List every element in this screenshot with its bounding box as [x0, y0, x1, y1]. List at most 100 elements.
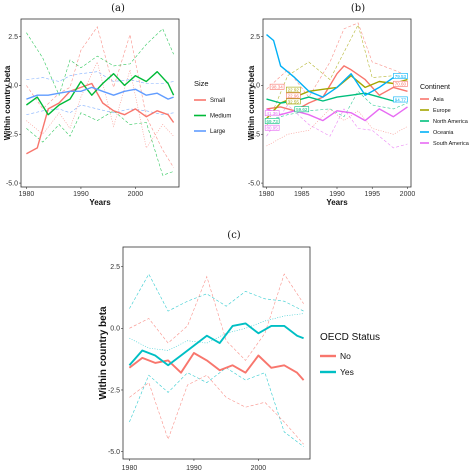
- y-tick-label: 2.5: [110, 264, 120, 271]
- value-label-box: [286, 86, 301, 93]
- series-line-yes: [128, 322, 304, 367]
- band-line-2: [129, 273, 304, 361]
- value-label-box: [264, 110, 280, 117]
- legend-label: Asia: [433, 97, 445, 103]
- value-label-box: [294, 106, 310, 113]
- y-tick-label: -2.5: [248, 132, 260, 139]
- value-label: 22.96: [288, 93, 300, 98]
- value-label: 80.95: [267, 126, 279, 131]
- legend-label: South America: [433, 141, 470, 147]
- value-label-box: [286, 92, 301, 99]
- value-label-box: [393, 96, 408, 103]
- value-label: 59.62: [296, 107, 308, 112]
- y-axis-title: Within country beta: [247, 65, 256, 140]
- value-label: 70.60: [395, 82, 407, 87]
- band-line-3: [129, 374, 304, 445]
- x-tick-label: 1990: [73, 191, 89, 198]
- series-line-large: [26, 86, 174, 100]
- y-tick-label: -2.5: [6, 132, 18, 139]
- x-tick-label: 1990: [329, 191, 345, 198]
- value-label: 79.53: [395, 74, 407, 79]
- y-tick-label: 0.0: [8, 83, 18, 90]
- panel-label: (c): [227, 230, 241, 241]
- legend-label: No: [340, 351, 351, 361]
- x-tick-label: 1995: [364, 191, 380, 198]
- band-line-0: [129, 273, 304, 312]
- y-axis-title: Within country beta: [3, 65, 12, 140]
- x-axis-title: Years: [326, 198, 348, 207]
- band-line-1: [129, 367, 304, 447]
- value-label-box: [264, 118, 280, 124]
- plot-area: [265, 22, 408, 149]
- series-line-asia: [266, 65, 408, 112]
- x-tick-label: 1990: [186, 465, 202, 471]
- legend-label: Europe: [433, 108, 451, 114]
- value-label: 98.34: [271, 85, 283, 90]
- y-tick-label: -5.0: [108, 449, 120, 456]
- value-label-box: [286, 98, 301, 105]
- band-line-0: [266, 22, 408, 98]
- y-tick-label: -5.0: [6, 180, 18, 187]
- x-tick-label: 2000: [400, 191, 416, 198]
- legend-label: North America: [433, 119, 469, 125]
- y-tick-label: -2.5: [108, 387, 120, 394]
- x-tick-label: 2000: [251, 465, 267, 471]
- legend-title: Size: [194, 79, 209, 88]
- value-label-box: [269, 83, 285, 90]
- legend-label: Small: [210, 98, 225, 104]
- y-tick-label: 2.5: [8, 34, 18, 41]
- band-line-2: [266, 90, 408, 121]
- value-label: 69.73: [267, 119, 279, 124]
- x-tick-label: 2000: [128, 191, 144, 198]
- series-line-oceania: [266, 34, 408, 98]
- legend: Size Small Medium Large: [194, 79, 231, 135]
- y-tick-label: 0.0: [250, 83, 260, 90]
- plot-frame: [20, 18, 180, 188]
- plot-area: [128, 273, 305, 447]
- legend-label: Yes: [340, 367, 354, 377]
- legend: OECD Status No Yes: [320, 332, 380, 377]
- band-line-3: [26, 110, 174, 176]
- series-line-no: [128, 352, 305, 381]
- legend-title: Continent: [420, 84, 450, 91]
- band-line-4: [129, 313, 304, 351]
- legend-label: Oceania: [433, 130, 454, 136]
- series-line-small: [26, 82, 175, 155]
- legend-label: Medium: [210, 114, 231, 120]
- plot-frame: [122, 246, 311, 460]
- plot-area: [25, 26, 175, 176]
- band-line-1: [26, 61, 174, 149]
- band-line-4: [26, 71, 174, 84]
- x-axis-title: Years: [89, 198, 111, 207]
- y-tick-label: 0.0: [110, 326, 120, 333]
- value-label-box: [264, 124, 280, 131]
- panel-2: (c)2.50.0-2.5-5.0198019902000YearsWithin…: [98, 230, 380, 471]
- legend-label: Large: [210, 129, 226, 135]
- y-tick-label: -5.0: [248, 180, 260, 187]
- series-line-medium: [25, 71, 175, 116]
- value-label: 94.77: [395, 97, 407, 102]
- value-label-box: [393, 73, 408, 79]
- band-line-0: [26, 26, 174, 168]
- x-tick-label: 1985: [294, 191, 310, 198]
- band-line-4: [266, 108, 408, 147]
- legend: Continent Asia Europe North America Oceania S…: [420, 84, 470, 147]
- x-tick-label: 1980: [122, 465, 138, 471]
- value-label: 22.92: [288, 88, 300, 93]
- band-line-1: [266, 24, 408, 127]
- panel-label: (a): [111, 3, 125, 14]
- x-tick-label: 1980: [259, 191, 275, 198]
- value-label: 41.36: [267, 111, 279, 116]
- y-axis-title: Within country beta: [98, 306, 109, 400]
- panel-label: (b): [351, 3, 365, 14]
- series-line-south-america: [266, 106, 408, 122]
- y-tick-label: 2.5: [250, 34, 260, 41]
- band-line-2: [26, 28, 174, 97]
- x-tick-label: 1980: [19, 191, 35, 198]
- legend-title: OECD Status: [320, 332, 380, 343]
- value-label-box: [393, 80, 408, 87]
- value-label: 32.55: [288, 99, 300, 104]
